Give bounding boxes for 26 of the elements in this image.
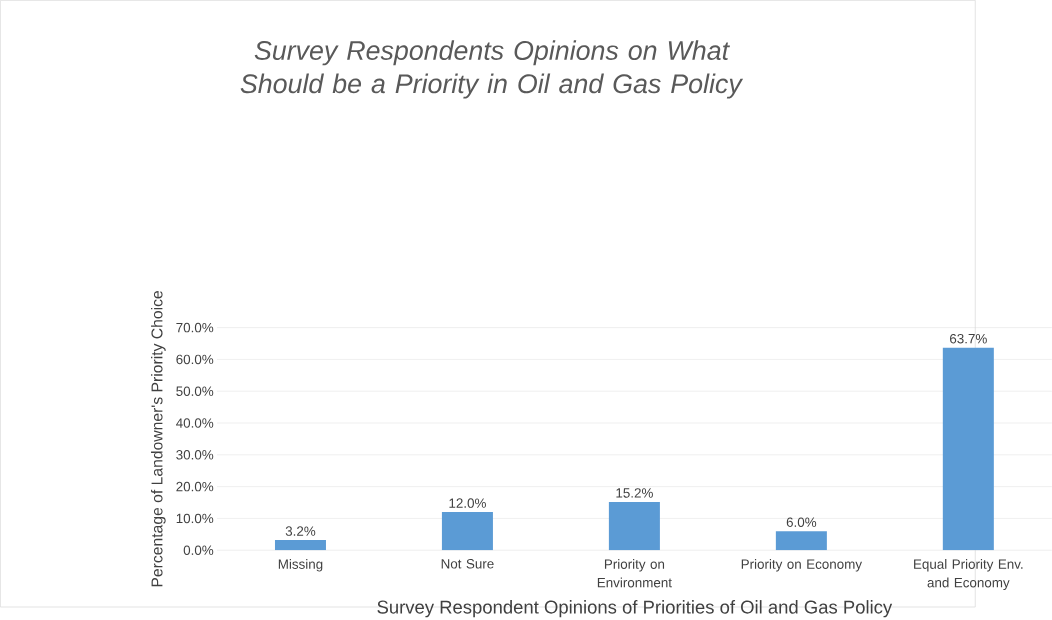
y-tick-label: 60.0% xyxy=(176,354,214,364)
y-axis-title: Percentage of Landowner's Priority Choice xyxy=(151,290,166,587)
data-label: 12.0% xyxy=(449,498,486,508)
y-tick-label: 50.0% xyxy=(176,386,214,396)
x-tick-label: Missing xyxy=(278,558,323,572)
y-tick-label: 10.0% xyxy=(176,513,214,523)
data-label: 3.2% xyxy=(285,526,316,536)
x-axis-title: Survey Respondent Opinions of Priorities of Oil and Gas Policy xyxy=(377,599,893,618)
x-tick-label: Priority on Environment xyxy=(597,558,672,588)
y-tick-label: 0.0% xyxy=(183,545,214,555)
bar xyxy=(608,501,660,551)
data-label: 15.2% xyxy=(616,488,653,498)
data-label: 6.0% xyxy=(786,517,817,527)
bar xyxy=(942,347,994,551)
bar xyxy=(775,530,827,551)
chart-title: Survey Respondents Opinions on What Should be a Priority in Oil and Gas Policy xyxy=(240,40,744,99)
y-tick-label: 40.0% xyxy=(176,418,214,428)
y-tick-label: 70.0% xyxy=(176,322,214,333)
y-tick-label: 30.0% xyxy=(176,449,214,460)
bar xyxy=(274,539,326,551)
x-tick-label: Not Sure xyxy=(441,558,494,569)
x-tick-label: Priority on Economy xyxy=(741,558,863,572)
x-tick-label: Equal Priority Env. and Economy xyxy=(914,558,1023,590)
data-label: 63.7% xyxy=(950,333,987,344)
y-tick-label: 20.0% xyxy=(176,481,214,492)
bar xyxy=(441,511,493,551)
